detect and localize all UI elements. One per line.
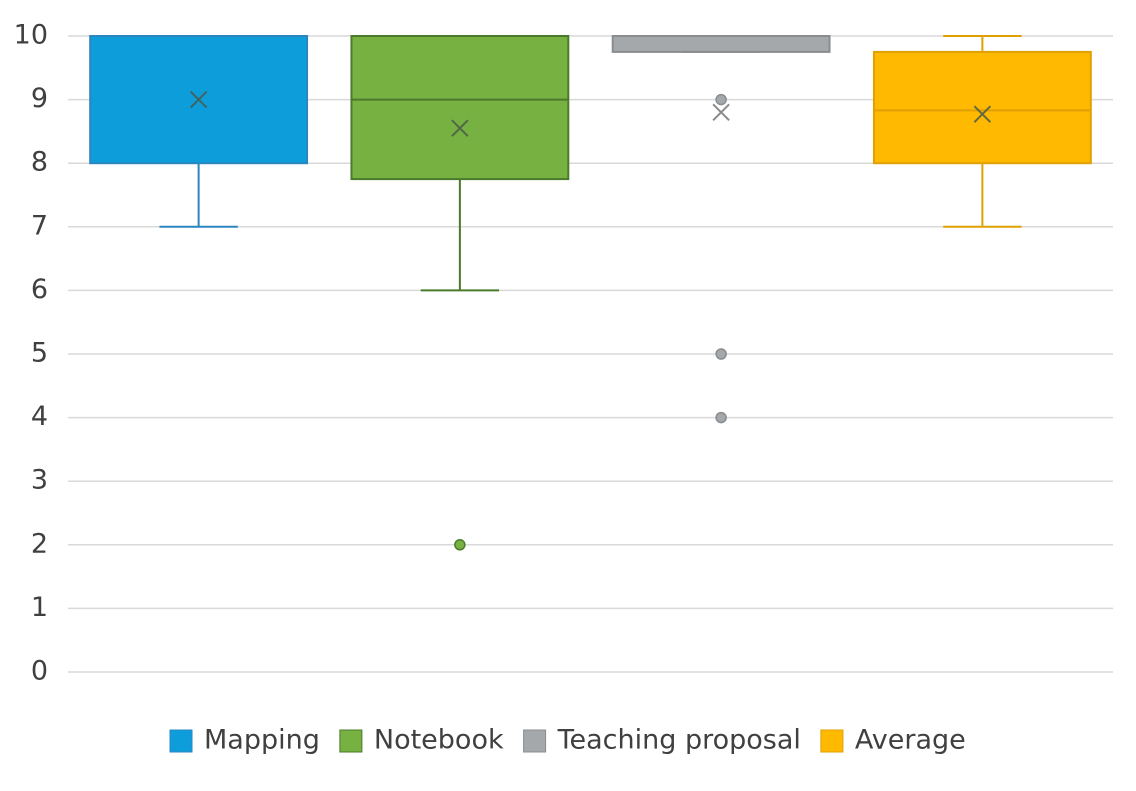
outlier <box>715 411 727 424</box>
legend-swatch <box>820 729 844 753</box>
outlier <box>715 348 727 360</box>
y-tick-label: 8 <box>31 147 48 178</box>
y-tick-label: 0 <box>31 656 48 687</box>
y-tick-label: 9 <box>31 83 48 114</box>
y-tick-label: 4 <box>31 401 48 432</box>
mean-marker <box>189 90 208 109</box>
y-tick-label: 6 <box>31 274 48 305</box>
legend-label: Notebook <box>374 725 504 756</box>
mean-marker <box>973 105 992 123</box>
legend-swatch <box>523 729 547 753</box>
box <box>350 35 570 181</box>
y-tick-label: 1 <box>31 592 48 623</box>
legend-label: Teaching proposal <box>557 725 801 756</box>
y-tick-label: 10 <box>14 20 48 51</box>
y-tick-label: 7 <box>31 210 48 241</box>
box <box>872 50 1092 165</box>
y-tick-label: 3 <box>31 465 48 496</box>
legend-label: Average <box>855 725 966 756</box>
outlier <box>454 539 466 551</box>
legend-swatch <box>169 729 193 753</box>
mean-marker <box>451 119 469 137</box>
mean-marker <box>712 103 730 122</box>
y-tick-label: 5 <box>31 338 48 369</box>
box <box>611 35 831 53</box>
outlier <box>715 93 727 106</box>
y-tick-label: 2 <box>31 528 48 559</box>
legend-label: Mapping <box>204 725 320 756</box>
legend-swatch <box>339 729 363 753</box>
